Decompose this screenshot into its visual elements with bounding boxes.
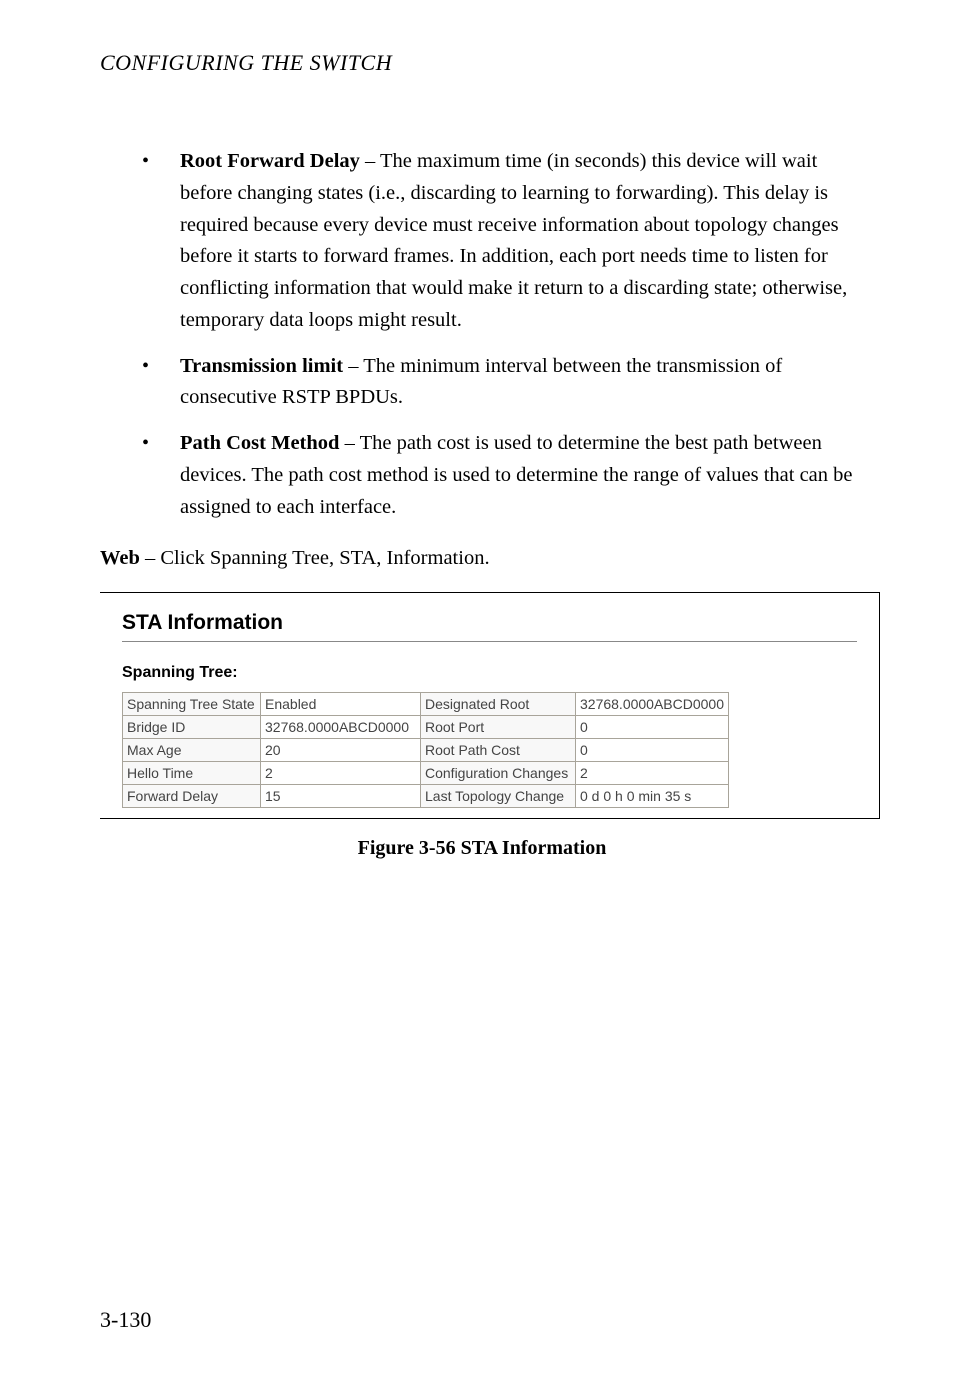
running-header: CONFIGURING THE SWITCH [100, 50, 864, 76]
cell-value: 15 [261, 785, 421, 808]
cell-label: Max Age [123, 739, 261, 762]
cell-label: Bridge ID [123, 716, 261, 739]
web-text: – Click Spanning Tree, STA, Information. [140, 547, 490, 569]
cell-label: Forward Delay [123, 785, 261, 808]
cell-value: Enabled [261, 693, 421, 716]
table-row: Bridge ID 32768.0000ABCD0000 Root Port 0 [123, 716, 729, 739]
table-row: Spanning Tree State Enabled Designated R… [123, 693, 729, 716]
cell-value: 20 [261, 739, 421, 762]
header-text: CONFIGURING THE SWITCH [100, 50, 392, 75]
bullet-bold: Root Forward Delay [180, 150, 360, 172]
cell-label: Root Port [421, 716, 576, 739]
cell-value: 2 [576, 762, 729, 785]
cell-label: Last Topology Change [421, 785, 576, 808]
divider [122, 641, 857, 642]
spanning-tree-table: Spanning Tree State Enabled Designated R… [122, 692, 729, 808]
cell-label: Hello Time [123, 762, 261, 785]
cell-label: Configuration Changes [421, 762, 576, 785]
bullet-text: – The maximum time (in seconds) this dev… [180, 150, 847, 331]
bullet-item: Root Forward Delay – The maximum time (i… [140, 146, 864, 337]
table-row: Hello Time 2 Configuration Changes 2 [123, 762, 729, 785]
spanning-tree-subheading: Spanning Tree: [122, 664, 857, 682]
bullet-item: Path Cost Method – The path cost is used… [140, 428, 864, 523]
cell-value: 32768.0000ABCD0000 [576, 693, 729, 716]
cell-label: Spanning Tree State [123, 693, 261, 716]
cell-label: Designated Root [421, 693, 576, 716]
web-line: Web – Click Spanning Tree, STA, Informat… [100, 547, 864, 570]
figure-caption: Figure 3-56 STA Information [100, 837, 864, 860]
cell-value: 0 d 0 h 0 min 35 s [576, 785, 729, 808]
cell-value: 0 [576, 716, 729, 739]
table-row: Max Age 20 Root Path Cost 0 [123, 739, 729, 762]
web-bold: Web [100, 547, 140, 569]
screenshot-container: STA Information Spanning Tree: Spanning … [100, 592, 880, 819]
page-number: 3-130 [100, 1307, 151, 1333]
cell-label: Root Path Cost [421, 739, 576, 762]
bullet-bold: Path Cost Method [180, 432, 339, 454]
cell-value: 0 [576, 739, 729, 762]
cell-value: 32768.0000ABCD0000 [261, 716, 421, 739]
sta-info-title: STA Information [122, 611, 857, 635]
table-row: Forward Delay 15 Last Topology Change 0 … [123, 785, 729, 808]
bullet-bold: Transmission limit [180, 355, 343, 377]
cell-value: 2 [261, 762, 421, 785]
bullet-item: Transmission limit – The minimum interva… [140, 351, 864, 415]
bullet-list: Root Forward Delay – The maximum time (i… [100, 146, 864, 523]
